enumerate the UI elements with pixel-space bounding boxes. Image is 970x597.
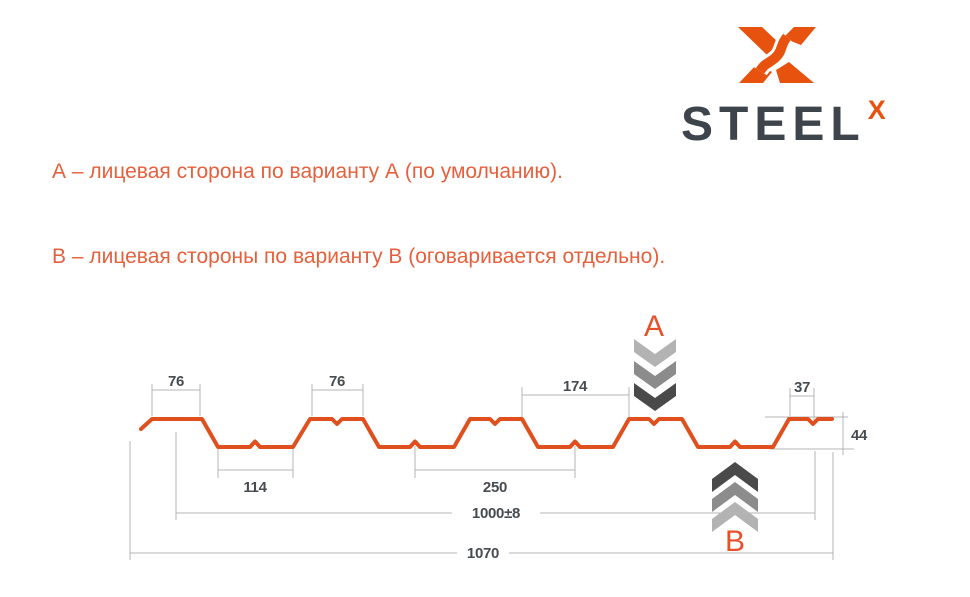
dim-cover-width-label: 1000±8 (472, 505, 520, 522)
dim-crest2-label: 76 (329, 373, 345, 390)
chevron-down-icon (634, 361, 676, 389)
dim-valley-label: 114 (243, 479, 267, 496)
marker-a-label: A (644, 310, 664, 343)
dim-crest1-label: 76 (168, 373, 184, 390)
chevron-down-icon (634, 339, 676, 367)
side-a-chevrons (634, 339, 676, 411)
brand-name: STEEL (681, 98, 866, 151)
dimension-labels: 76 76 174 37 114 250 1000±8 1070 44 (168, 373, 868, 562)
dim-edge-label: 37 (794, 379, 810, 396)
chevron-up-icon (712, 462, 758, 492)
variant-b-note: В – лицевая стороны по варианту В (огова… (52, 245, 666, 268)
logo-arm-bottom-right (776, 62, 814, 83)
side-b-chevrons (712, 462, 758, 532)
brand-sup-x: X (867, 95, 886, 125)
profile-outline (139, 417, 834, 449)
chevron-up-icon (712, 502, 758, 532)
logo-arm-top-left (738, 27, 780, 55)
brand-wordmark: STEELX (681, 97, 886, 151)
chevron-up-icon (712, 482, 758, 512)
marker-b-label: B (725, 525, 745, 558)
dim-overall-width-label: 1070 (467, 545, 499, 562)
steelx-logo-icon (738, 27, 816, 83)
logo-arm-top-right (783, 27, 816, 45)
dim-height-label: 44 (851, 427, 868, 444)
variant-a-note: А – лицевая сторона по варианту А (по ум… (52, 160, 563, 183)
logo-s-stroke (755, 33, 791, 74)
dim-crest-gap-label: 174 (563, 378, 588, 395)
dimension-lines (129, 384, 854, 560)
dim-pitch-label: 250 (483, 479, 507, 496)
chevron-down-icon (634, 383, 676, 411)
profile-dimension-drawing: 76 76 174 37 114 250 1000±8 1070 44 A B (129, 310, 868, 562)
